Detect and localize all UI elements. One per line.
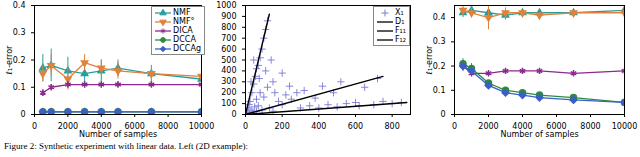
svg-text:0.3: 0.3 (433, 37, 446, 46)
svg-text:Number of samples: Number of samples (500, 130, 578, 139)
svg-text:800: 800 (385, 122, 400, 131)
html-text:NMF°: NMF° (173, 17, 195, 26)
svg-text:0.1: 0.1 (433, 86, 446, 95)
svg-text:2000: 2000 (58, 122, 78, 131)
svg-text:8000: 8000 (158, 122, 178, 131)
svg-text:0.2: 0.2 (13, 56, 26, 65)
html-text:DCCA: DCCA (173, 35, 196, 44)
svg-text:200: 200 (275, 122, 290, 131)
svg-text:0.2: 0.2 (433, 62, 446, 71)
svg-text:6000: 6000 (546, 122, 567, 132)
svg-text:ℓ₁-error: ℓ₁-error (5, 45, 14, 75)
svg-text:500: 500 (221, 56, 236, 65)
svg-text:400: 400 (221, 66, 236, 75)
html-text:NMF: NMF (173, 8, 191, 17)
svg-text:0: 0 (452, 122, 457, 131)
svg-text:ℓ₁-error: ℓ₁-error (425, 45, 434, 75)
html-text:D₁: D₁ (395, 17, 405, 26)
svg-text:100: 100 (221, 99, 236, 108)
svg-text:0.1: 0.1 (13, 83, 26, 92)
html-text:DICA: DICA (173, 26, 193, 35)
svg-text:600: 600 (348, 122, 363, 131)
svg-text:10000: 10000 (189, 122, 214, 131)
svg-text:0: 0 (243, 122, 248, 131)
svg-text:700: 700 (221, 34, 236, 43)
html-text:X₁: X₁ (395, 8, 404, 17)
svg-text:0: 0 (440, 110, 445, 119)
svg-text:300: 300 (221, 77, 236, 86)
html-text:F₁₂: F₁₂ (395, 35, 406, 44)
svg-text:400: 400 (311, 122, 326, 131)
html-text:Figure 2: Synthetic experiment: Figure 2: Synthetic experiment with line… (4, 141, 248, 151)
svg-text:6000: 6000 (124, 122, 145, 132)
svg-text:800: 800 (221, 23, 236, 32)
svg-text:4000: 4000 (91, 122, 112, 132)
svg-text:0: 0 (32, 122, 37, 131)
html-text:DCCAg: DCCAg (173, 44, 201, 53)
svg-text:200: 200 (221, 88, 236, 97)
svg-text:8000: 8000 (580, 122, 600, 131)
svg-text:600: 600 (221, 45, 236, 54)
svg-text:0.4: 0.4 (433, 13, 446, 22)
svg-text:0: 0 (231, 110, 236, 119)
svg-text:4000: 4000 (512, 122, 533, 132)
svg-text:Number of samples: Number of samples (79, 130, 157, 139)
svg-text:2000: 2000 (478, 122, 498, 131)
html-text:F₁₁: F₁₁ (395, 26, 406, 35)
svg-text:0.3: 0.3 (13, 28, 26, 37)
svg-text:10000: 10000 (612, 122, 637, 131)
svg-text:0: 0 (20, 110, 25, 119)
svg-text:0.4: 0.4 (13, 1, 26, 10)
svg-text:1000: 1000 (216, 1, 236, 10)
svg-text:900: 900 (221, 12, 236, 21)
